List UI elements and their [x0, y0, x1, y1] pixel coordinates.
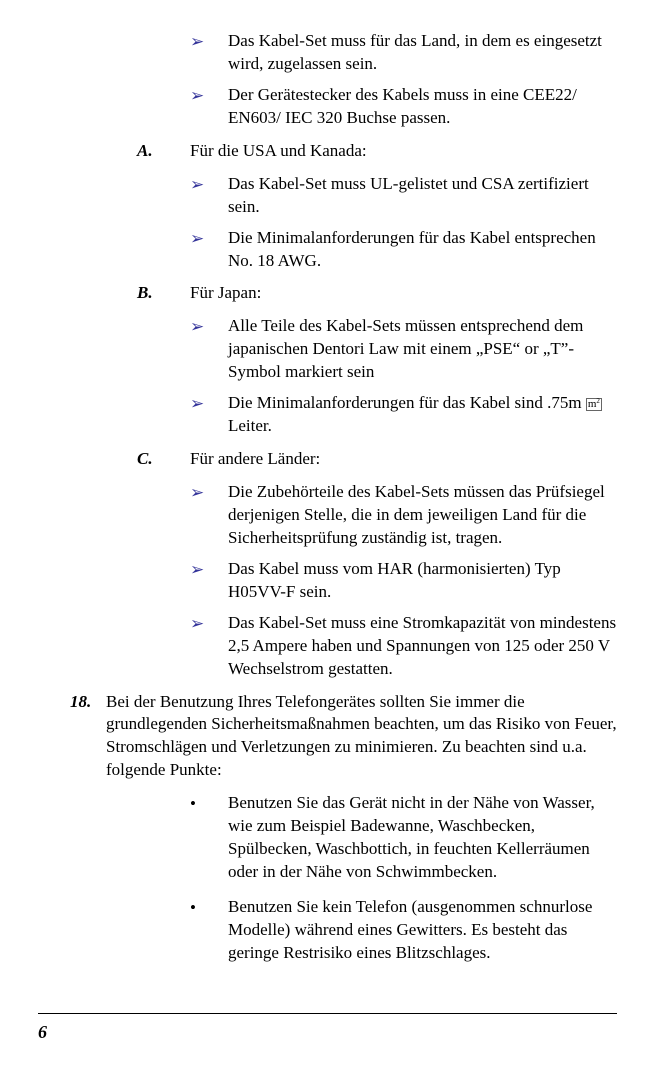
section-arrow-list: ➢Alle Teile des Kabel-Sets müssen entspr… — [50, 315, 617, 438]
dot-item-text: Benutzen Sie kein Telefon (ausgenommen s… — [228, 896, 617, 965]
letter-heading-text: Für Japan: — [190, 282, 617, 305]
arrow-list-item: ➢Die Zubehörteile des Kabel-Sets müssen … — [190, 481, 617, 550]
page-footer: 6 — [38, 1013, 617, 1045]
arrow-item-text: Die Zubehörteile des Kabel-Sets müssen d… — [228, 481, 617, 550]
intro-arrow-list: ➢Das Kabel-Set muss für das Land, in dem… — [50, 30, 617, 130]
arrow-item-text: Alle Teile des Kabel-Sets müssen entspre… — [228, 315, 617, 384]
arrow-item-text: Die Minimalanforderungen für das Kabel e… — [228, 227, 617, 273]
dot-list-item: •Benutzen Sie das Gerät nicht in der Näh… — [190, 792, 617, 884]
dot-bullet-icon: • — [190, 792, 228, 884]
arrow-list-item: ➢Der Gerätestecker des Kabels muss in ei… — [190, 84, 617, 130]
section-arrow-list: ➢Das Kabel-Set muss UL-gelistet und CSA … — [50, 173, 617, 273]
mm2-icon: m2 — [586, 398, 602, 411]
arrow-bullet-icon: ➢ — [190, 392, 228, 438]
dot-item-text: Benutzen Sie das Gerät nicht in der Nähe… — [228, 792, 617, 884]
arrow-item-text: Das Kabel-Set muss für das Land, in dem … — [228, 30, 617, 76]
dot-bullet-icon: • — [190, 896, 228, 965]
arrow-list-item: ➢Das Kabel-Set muss eine Stromkapazität … — [190, 612, 617, 681]
arrow-bullet-icon: ➢ — [190, 612, 228, 681]
arrow-list-item: ➢Alle Teile des Kabel-Sets müssen entspr… — [190, 315, 617, 384]
letter-label: B. — [137, 282, 190, 305]
arrow-bullet-icon: ➢ — [190, 84, 228, 130]
letter-heading-row: A.Für die USA und Kanada: — [50, 140, 617, 163]
numbered-item: 18. Bei der Benutzung Ihres Telefongerät… — [50, 691, 617, 783]
arrow-bullet-icon: ➢ — [190, 481, 228, 550]
letter-heading-text: Für die USA und Kanada: — [190, 140, 617, 163]
document-page: ➢Das Kabel-Set muss für das Land, in dem… — [0, 0, 657, 1073]
arrow-bullet-icon: ➢ — [190, 173, 228, 219]
letter-label: C. — [137, 448, 190, 471]
letter-heading-row: B.Für Japan: — [50, 282, 617, 305]
arrow-item-text: Der Gerätestecker des Kabels muss in ein… — [228, 84, 617, 130]
arrow-item-text: Das Kabel muss vom HAR (harmonisierten) … — [228, 558, 617, 604]
arrow-item-text: Das Kabel-Set muss UL-gelistet und CSA z… — [228, 173, 617, 219]
section-arrow-list: ➢Die Zubehörteile des Kabel-Sets müssen … — [50, 481, 617, 681]
arrow-list-item: ➢Das Kabel-Set muss UL-gelistet und CSA … — [190, 173, 617, 219]
arrow-bullet-icon: ➢ — [190, 315, 228, 384]
numbered-text: Bei der Benutzung Ihres Telefongerätes s… — [106, 691, 617, 783]
arrow-bullet-icon: ➢ — [190, 227, 228, 273]
arrow-list-item: ➢Das Kabel muss vom HAR (harmonisierten)… — [190, 558, 617, 604]
arrow-item-text: Das Kabel-Set muss eine Stromkapazität v… — [228, 612, 617, 681]
arrow-list-item: ➢Die Minimalanforderungen für das Kabel … — [190, 392, 617, 438]
dot-list: •Benutzen Sie das Gerät nicht in der Näh… — [50, 792, 617, 965]
letter-heading-row: C.Für andere Länder: — [50, 448, 617, 471]
page-number: 6 — [38, 1022, 47, 1042]
dot-list-item: •Benutzen Sie kein Telefon (ausgenommen … — [190, 896, 617, 965]
arrow-list-item: ➢Das Kabel-Set muss für das Land, in dem… — [190, 30, 617, 76]
letter-label: A. — [137, 140, 190, 163]
arrow-list-item: ➢Die Minimalanforderungen für das Kabel … — [190, 227, 617, 273]
letter-heading-text: Für andere Länder: — [190, 448, 617, 471]
arrow-bullet-icon: ➢ — [190, 558, 228, 604]
arrow-item-text: Die Minimalanforderungen für das Kabel s… — [228, 392, 617, 438]
arrow-bullet-icon: ➢ — [190, 30, 228, 76]
numbered-label: 18. — [70, 691, 106, 783]
